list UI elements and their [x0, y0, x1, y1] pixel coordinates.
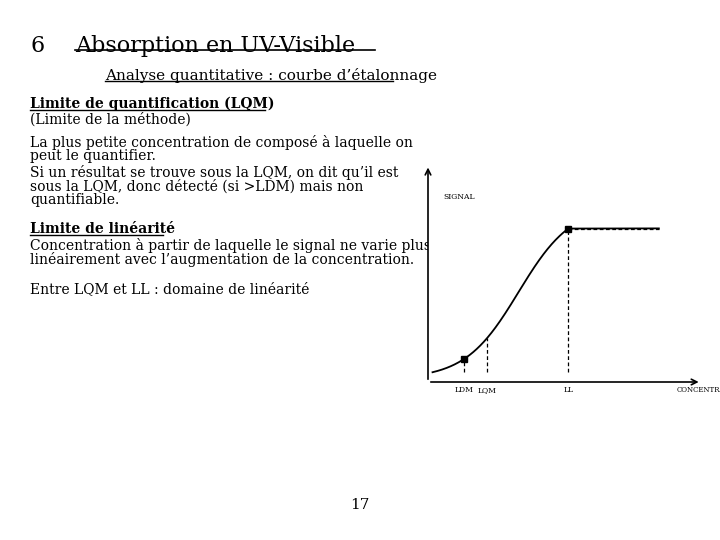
Text: linéairement avec l’augmentation de la concentration.: linéairement avec l’augmentation de la c…	[30, 252, 414, 267]
Text: 6: 6	[30, 35, 44, 57]
Text: Concentration à partir de laquelle le signal ne varie plus: Concentration à partir de laquelle le si…	[30, 238, 431, 253]
Text: Si un résultat se trouve sous la LQM, on dit qu’il est: Si un résultat se trouve sous la LQM, on…	[30, 165, 398, 180]
Text: quantifiable.: quantifiable.	[30, 193, 120, 207]
Text: La plus petite concentration de composé à laquelle on: La plus petite concentration de composé …	[30, 135, 413, 150]
Text: LL: LL	[563, 386, 573, 394]
Text: SIGNAL: SIGNAL	[444, 193, 475, 201]
Text: Limite de linéarité: Limite de linéarité	[30, 222, 175, 236]
Text: CONCENTRATION: CONCENTRATION	[677, 386, 720, 394]
Text: LQM: LQM	[477, 386, 496, 394]
Text: LDM: LDM	[455, 386, 474, 394]
Text: 17: 17	[351, 498, 369, 512]
Text: Analyse quantitative : courbe d’étalonnage: Analyse quantitative : courbe d’étalonna…	[105, 68, 437, 83]
Text: Limite de quantification (LQM): Limite de quantification (LQM)	[30, 97, 274, 111]
Text: peut le quantifier.: peut le quantifier.	[30, 149, 156, 163]
Text: (Limite de la méthode): (Limite de la méthode)	[30, 112, 191, 126]
Text: Absorption en UV-Visible: Absorption en UV-Visible	[75, 35, 355, 57]
Text: Entre LQM et LL : domaine de linéarité: Entre LQM et LL : domaine de linéarité	[30, 282, 310, 296]
Text: sous la LQM, donc détecté (si >LDM) mais non: sous la LQM, donc détecté (si >LDM) mais…	[30, 179, 364, 193]
